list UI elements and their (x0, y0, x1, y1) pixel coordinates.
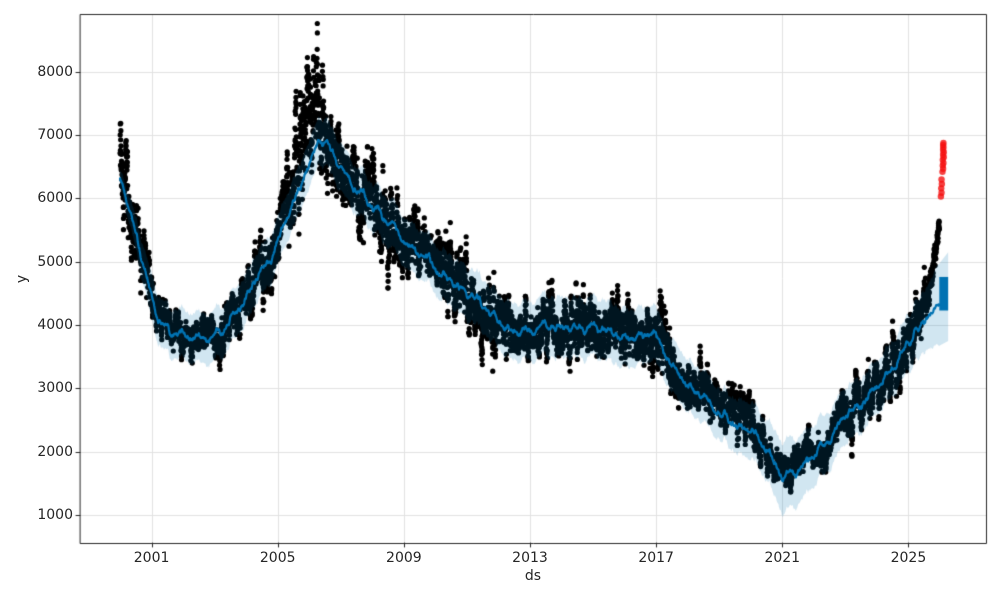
y-tick-label: 4000 (37, 317, 73, 334)
x-tick-label: 2009 (386, 550, 422, 566)
x-tick-label: 2021 (764, 550, 801, 566)
x-tick-label: 2013 (512, 550, 548, 566)
y-tick-label: 5000 (37, 253, 73, 270)
y-tick-label: 1000 (37, 506, 73, 523)
y-tick-label: 3000 (37, 380, 73, 397)
x-tick-label: 2001 (133, 550, 170, 566)
y-tick-label: 6000 (37, 190, 73, 207)
x-tick-label: 2005 (259, 550, 296, 566)
y-tick-label: 7000 (37, 127, 73, 144)
x-tick-label: 2025 (890, 550, 927, 566)
x-tick-label: 2017 (638, 550, 674, 566)
y-tick-label: 2000 (37, 443, 73, 460)
y-tick-label: 8000 (37, 63, 73, 80)
y-axis-label: y (14, 274, 30, 283)
x-axis-label: ds (524, 568, 542, 584)
